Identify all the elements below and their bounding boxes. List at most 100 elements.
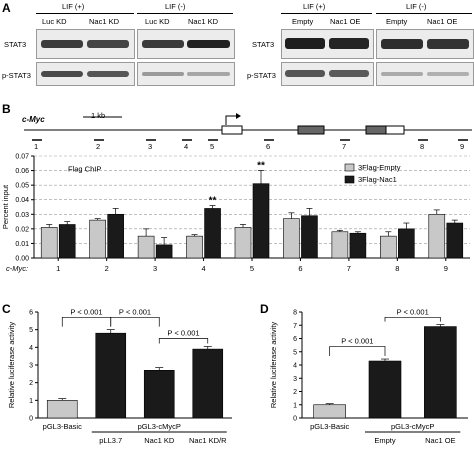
blot-band bbox=[87, 40, 129, 48]
x-tick-label: 2 bbox=[105, 264, 109, 273]
panel-d-label: D bbox=[260, 302, 269, 316]
y-tick-label: 6 bbox=[293, 336, 297, 343]
y-tick-label: 5 bbox=[293, 349, 297, 356]
y-tick-label: 0.02 bbox=[15, 226, 29, 233]
y-tick-label: 0.04 bbox=[15, 197, 29, 204]
x-tick-label: 6 bbox=[298, 264, 302, 273]
region-number: 6 bbox=[266, 142, 271, 151]
blot-band bbox=[142, 72, 184, 76]
x-tick-label: pLL3.7 bbox=[99, 436, 122, 445]
p-value-label: P < 0.001 bbox=[119, 307, 151, 316]
bar bbox=[424, 326, 457, 419]
y-tick-label: 5 bbox=[29, 327, 33, 334]
blot-band bbox=[41, 71, 83, 77]
bar-empty bbox=[428, 213, 446, 259]
western-blot-p-stat3-lif-plus bbox=[36, 62, 135, 86]
x-tick-label: 5 bbox=[250, 264, 254, 273]
western-blot-p-stat3-lif-minus bbox=[137, 62, 235, 86]
bar bbox=[192, 348, 224, 419]
x-tick-label: 7 bbox=[347, 264, 351, 273]
bar-empty bbox=[331, 231, 349, 259]
legend-label: 3Flag-Empty bbox=[358, 163, 401, 172]
blot-band bbox=[427, 72, 469, 76]
blot-header-lif-plus-right: LIF (+) bbox=[303, 2, 326, 11]
blot-band bbox=[285, 38, 325, 49]
panel-a-label: A bbox=[2, 1, 11, 15]
western-blot-p-stat3-oe-lif-plus bbox=[281, 62, 374, 86]
lane-label: Empty bbox=[386, 17, 408, 26]
x-tick-label: Nac1 KD/R bbox=[189, 436, 227, 445]
blot-header-lif-minus-left: LIF (-) bbox=[165, 2, 186, 11]
bar-nac1 bbox=[349, 232, 367, 259]
p-value-label: P < 0.001 bbox=[341, 336, 373, 345]
y-tick-label: 0 bbox=[293, 416, 297, 423]
bar bbox=[143, 370, 175, 419]
gene-label: c-Myc bbox=[22, 115, 45, 124]
exon-utr bbox=[221, 125, 243, 135]
x-group-label: pGL3-cMycP bbox=[391, 422, 434, 431]
blot-band bbox=[41, 40, 83, 48]
blot-header-lif-plus-left: LIF (+) bbox=[62, 2, 85, 11]
x-group-label: pGL3-cMycP bbox=[138, 422, 181, 431]
region-number: 5 bbox=[210, 142, 215, 151]
bar-nac1 bbox=[446, 222, 464, 259]
y-axis-label: Relative luciferase activity bbox=[7, 322, 16, 409]
region-number: 9 bbox=[460, 142, 465, 151]
region-number: 4 bbox=[184, 142, 189, 151]
bar-nac1 bbox=[398, 228, 415, 259]
blot-band bbox=[329, 38, 369, 49]
bar-empty bbox=[137, 235, 155, 259]
blot-band bbox=[381, 39, 423, 49]
y-tick-label: 1 bbox=[293, 402, 297, 409]
y-tick-label: 6 bbox=[29, 310, 33, 317]
bar bbox=[313, 404, 346, 419]
p-value-label: P < 0.001 bbox=[167, 329, 199, 338]
y-axis-label: Relative luciferase activity bbox=[269, 322, 278, 409]
lane-label: Nac1 OE bbox=[427, 17, 458, 26]
comparison-bracket bbox=[329, 346, 386, 357]
bar bbox=[368, 360, 402, 419]
y-tick-label: 4 bbox=[293, 363, 297, 370]
y-tick-label: 0.07 bbox=[15, 154, 29, 161]
blot-band bbox=[285, 70, 325, 77]
bar-nac1 bbox=[58, 224, 76, 259]
region-number: 3 bbox=[148, 142, 153, 151]
x-axis-label: c-Myc: bbox=[6, 264, 28, 273]
comparison-bracket bbox=[110, 316, 160, 327]
exon-coding bbox=[365, 125, 387, 135]
blot-band bbox=[187, 40, 230, 48]
region-number: 2 bbox=[96, 142, 101, 151]
bar-empty bbox=[40, 227, 58, 259]
y-axis-label: Percent input bbox=[1, 184, 10, 229]
panel-c-label: C bbox=[2, 302, 11, 316]
y-tick-label: 0.00 bbox=[15, 256, 29, 263]
bar-nac1 bbox=[204, 208, 221, 259]
blot-header-line bbox=[36, 13, 134, 14]
blot-band bbox=[87, 71, 129, 77]
chart-annotation: Flag ChIP bbox=[68, 164, 101, 173]
scale-bar-label: 1 kb bbox=[91, 111, 106, 120]
lane-label: Luc KD bbox=[42, 17, 67, 26]
blot-header-line bbox=[137, 13, 233, 14]
significance-mark: ** bbox=[257, 161, 265, 172]
x-tick-label: pGL3-Basic bbox=[43, 422, 82, 431]
comparison-bracket bbox=[61, 316, 112, 327]
exon-utr bbox=[385, 125, 405, 135]
bar-nac1 bbox=[155, 244, 173, 259]
comparison-bracket bbox=[158, 338, 209, 344]
y-tick-label: 2 bbox=[29, 380, 33, 387]
bar-nac1 bbox=[301, 215, 318, 259]
lane-label: Nac1 KD bbox=[89, 17, 120, 26]
legend-swatch bbox=[344, 163, 355, 172]
panel-b-label: B bbox=[2, 102, 11, 116]
y-tick-label: 4 bbox=[29, 345, 33, 352]
tss-arrow-icon bbox=[225, 115, 238, 125]
y-tick-label: 0.01 bbox=[15, 241, 29, 248]
lane-label: Nac1 KD bbox=[188, 17, 219, 26]
y-tick-label: 8 bbox=[293, 310, 297, 317]
blot-band bbox=[427, 39, 469, 49]
p-value-label: P < 0.001 bbox=[397, 307, 429, 316]
y-tick-label: 7 bbox=[293, 323, 297, 330]
bar-empty bbox=[283, 218, 300, 259]
blot-band bbox=[329, 70, 369, 77]
